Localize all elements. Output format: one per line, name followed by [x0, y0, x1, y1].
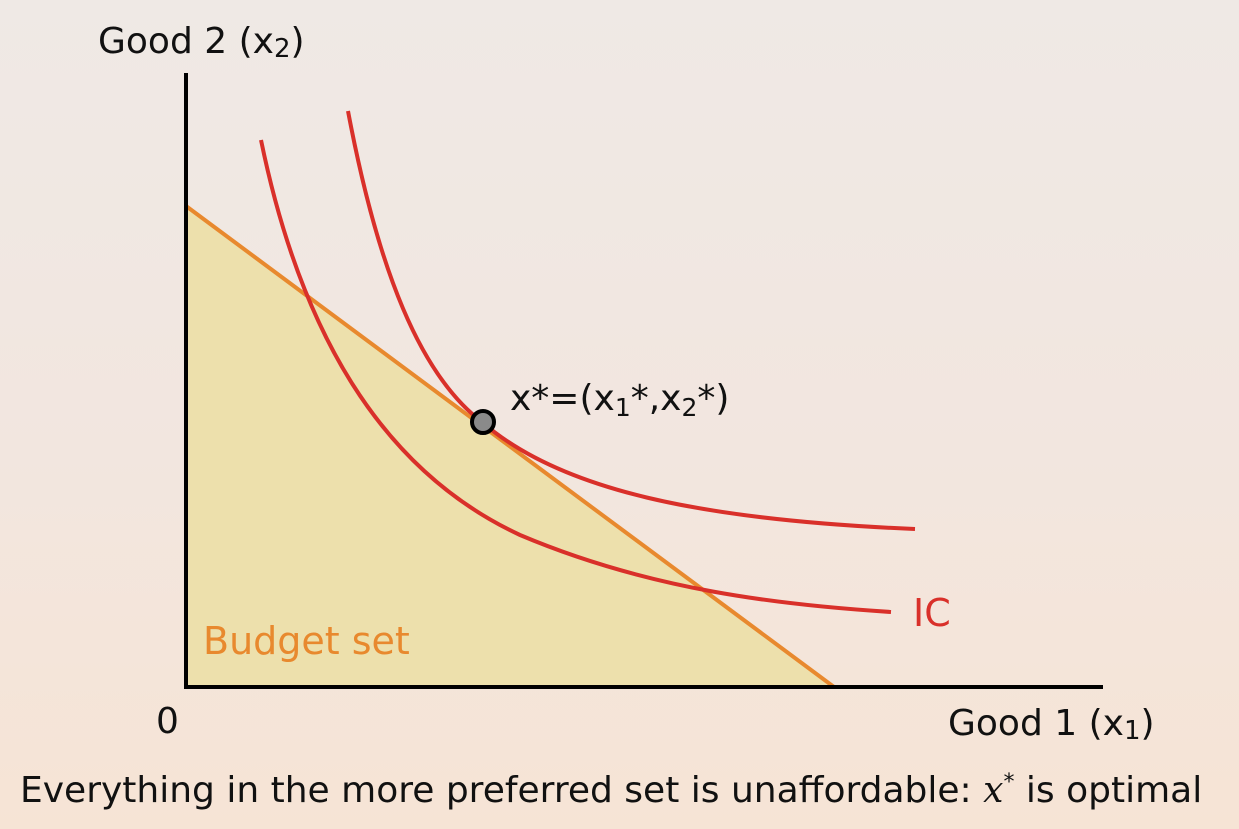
caption: Everything in the more preferred set is …: [20, 770, 1235, 811]
x-axis-label: Good 1 (x1): [948, 703, 1155, 746]
ic-label: IC: [913, 591, 951, 635]
budget-set-label: Budget set: [203, 619, 410, 663]
caption-conclusion: is optimal: [1014, 770, 1203, 811]
caption-superscript: *: [1003, 770, 1015, 795]
optimal-bundle-label: x*=(x1*,x2*): [510, 378, 729, 422]
origin-label: 0: [156, 701, 179, 742]
caption-variable: x: [983, 770, 1004, 811]
lower-indifference-curve: [259, 139, 892, 614]
caption-text: Everything in the more preferred set is …: [20, 770, 984, 811]
y-axis-label: Good 2 (x2): [98, 21, 305, 64]
optimal-bundle-point: [470, 409, 496, 435]
budget-line: [184, 204, 836, 689]
